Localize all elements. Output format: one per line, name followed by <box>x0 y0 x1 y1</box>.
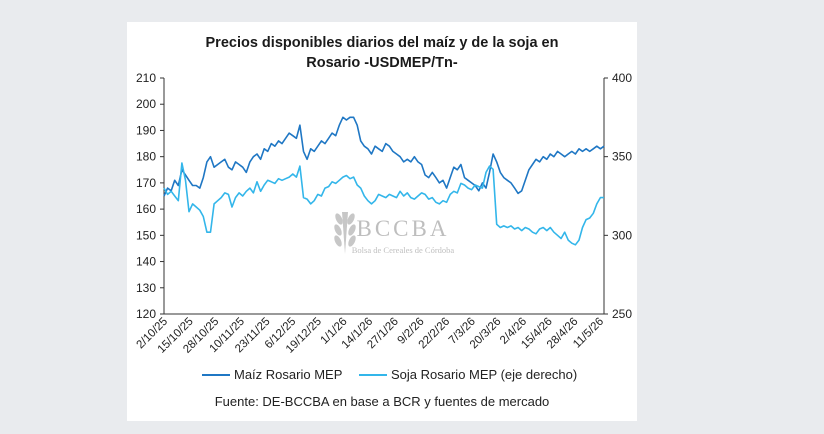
right-y-tick-label: 250 <box>612 307 632 321</box>
chart-title-line2: Rosario -USDMEP/Tn- <box>306 55 458 71</box>
chart-title-line1: Precios disponibles diarios del maíz y d… <box>205 35 559 51</box>
chart-card: Precios disponibles diarios del maíz y d… <box>127 22 637 421</box>
chart-source-note: Fuente: DE-BCCBA en base a BCR y fuentes… <box>214 394 550 409</box>
watermark-brand: BCCBA <box>357 216 450 241</box>
chart-legend: Maíz Rosario MEP Soja Rosario MEP (eje de… <box>202 367 577 382</box>
right-y-tick-label: 300 <box>612 228 632 242</box>
bccba-watermark: BCCBA Bolsa de Cereales de Córdoba <box>334 212 455 255</box>
left-y-tick-label: 200 <box>136 97 156 111</box>
line-chart: BCCBA Bolsa de Cereales de Córdoba 120 13… <box>135 71 633 382</box>
wheat-logo-icon <box>334 212 356 254</box>
right-y-tick-label: 400 <box>612 71 632 85</box>
left-y-tick-label: 130 <box>136 281 156 295</box>
x-axis-tick-labels: 2/10/2515/10/2528/10/2510/11/2523/11/256… <box>135 316 607 356</box>
left-y-tick-label: 210 <box>136 71 156 85</box>
chart-title: Precios disponibles diarios del maíz y d… <box>127 33 637 73</box>
left-y-tick-label: 170 <box>136 176 156 190</box>
right-y-tick-label: 350 <box>612 150 632 164</box>
left-y-tick-label: 160 <box>136 202 156 216</box>
chart-series <box>163 116 605 246</box>
left-y-tick-label: 120 <box>136 307 156 321</box>
left-y-tick-label: 150 <box>136 228 156 242</box>
legend-label-maiz: Maíz Rosario MEP <box>234 367 342 382</box>
legend-label-soja: Soja Rosario MEP (eje derecho) <box>391 367 577 382</box>
left-y-tick-label: 190 <box>136 123 156 137</box>
series-line-soja <box>163 162 604 246</box>
watermark-subtitle: Bolsa de Cereales de Córdoba <box>352 245 455 255</box>
left-y-tick-label: 140 <box>136 255 156 269</box>
left-y-tick-label: 180 <box>136 150 156 164</box>
chart-axes: 120 130 140 150 160 170 180 190 200 210 250 300 350 4… <box>136 71 632 321</box>
series-line-maiz <box>163 116 605 197</box>
